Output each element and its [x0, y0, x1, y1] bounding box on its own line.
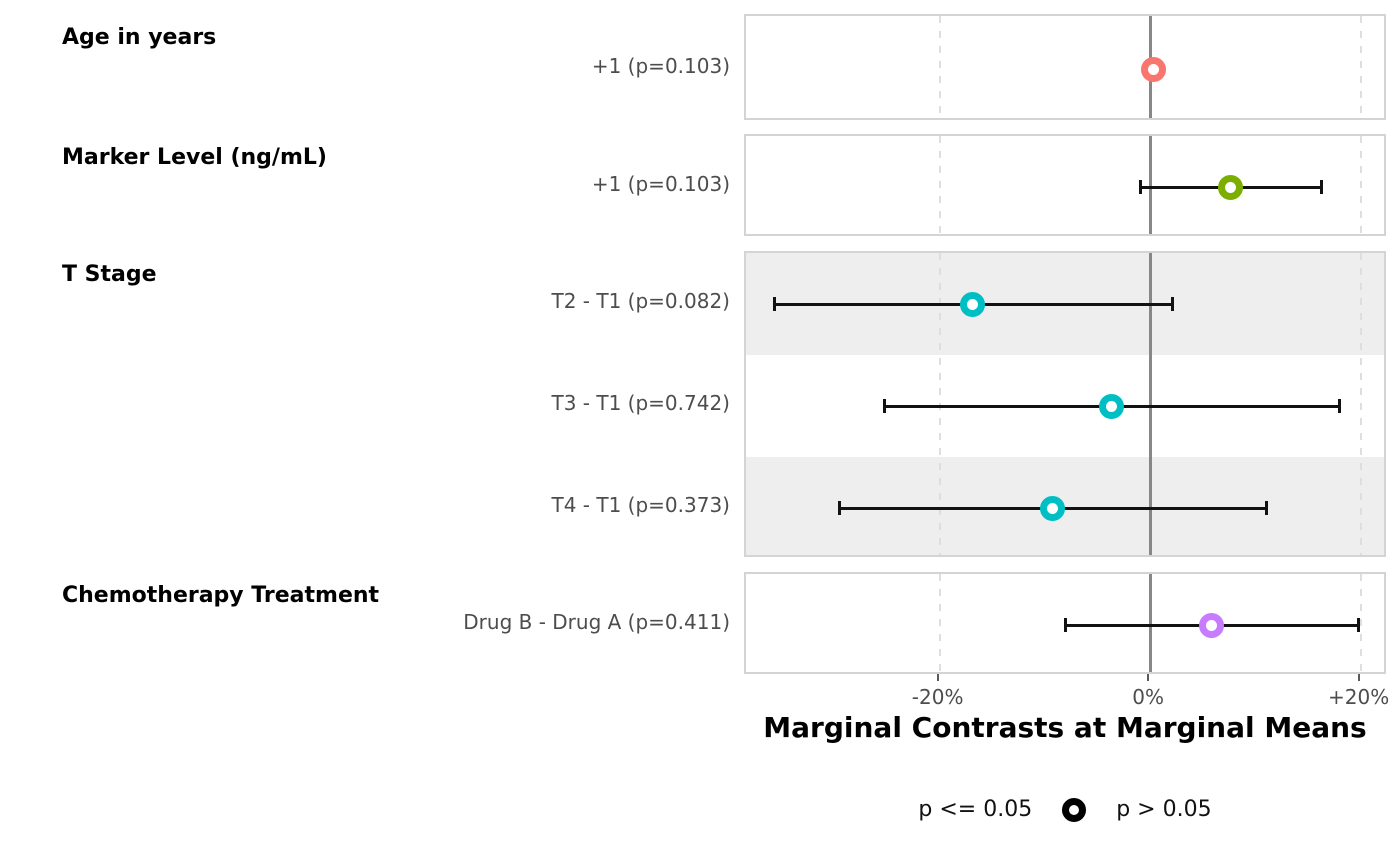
group-title-marker-level-ng-ml: Marker Level (ng/mL) [62, 145, 327, 170]
contrast-row-label: +1 (p=0.103) [591, 54, 730, 78]
zero-reference-line [1148, 574, 1152, 672]
ci-cap-right [1264, 501, 1268, 515]
estimate-point [1217, 174, 1243, 200]
group-title-chemotherapy-treatment: Chemotherapy Treatment [62, 583, 380, 608]
ci-cap-right [1319, 180, 1323, 194]
legend-label-not-significant: p > 0.05 [1116, 797, 1212, 822]
gridline-dashed [938, 16, 941, 118]
facet-panel-t-stage [744, 251, 1386, 557]
group-title-t-stage: T Stage [62, 262, 157, 287]
ci-cap-left [1138, 180, 1142, 194]
gridline-dashed [1359, 253, 1362, 555]
gridline-dashed [1359, 136, 1362, 234]
open-circle-icon [1062, 797, 1087, 822]
significance-legend: p <= 0.05 p > 0.05 [745, 797, 1385, 822]
x-tick-mark [1147, 674, 1150, 681]
ci-cap-right [1356, 618, 1360, 632]
estimate-point [1039, 495, 1065, 521]
x-tick-mark [936, 674, 939, 681]
zero-reference-line [1148, 136, 1152, 234]
ci-cap-left [773, 297, 777, 311]
row-stripe [746, 457, 1384, 555]
estimate-point [1141, 56, 1167, 82]
estimate-point [959, 291, 985, 317]
gridline-dashed [1359, 574, 1362, 672]
ci-cap-left [837, 501, 841, 515]
contrast-row-label: T2 - T1 (p=0.082) [551, 289, 731, 313]
contrast-row-label: T3 - T1 (p=0.742) [551, 391, 731, 415]
group-title-age-in-years: Age in years [62, 25, 217, 50]
x-axis-title: Marginal Contrasts at Marginal Means [763, 711, 1367, 744]
x-tick-label: 0% [1132, 685, 1164, 709]
gridline-dashed [938, 574, 941, 672]
facet-panel-marker-level-ng-ml [744, 134, 1386, 236]
contrast-row-label: +1 (p=0.103) [591, 172, 730, 196]
x-tick-label: +20% [1328, 685, 1390, 709]
estimate-point [1098, 393, 1124, 419]
ci-cap-left [882, 399, 886, 413]
facet-panel-age-in-years [744, 14, 1386, 120]
gridline-dashed [1359, 16, 1362, 118]
contrast-row-label: Drug B - Drug A (p=0.411) [463, 610, 730, 634]
estimate-point [1198, 612, 1224, 638]
ci-cap-right [1171, 297, 1175, 311]
facet-panel-chemotherapy-treatment [744, 572, 1386, 674]
gridline-dashed [938, 253, 941, 555]
legend-label-significant: p <= 0.05 [918, 797, 1033, 822]
zero-reference-line [1148, 253, 1152, 555]
ci-cap-right [1337, 399, 1341, 413]
x-tick-mark [1357, 674, 1360, 681]
contrast-row-label: T4 - T1 (p=0.373) [551, 493, 731, 517]
ci-cap-left [1063, 618, 1067, 632]
x-tick-label: -20% [911, 685, 964, 709]
gridline-dashed [938, 136, 941, 234]
